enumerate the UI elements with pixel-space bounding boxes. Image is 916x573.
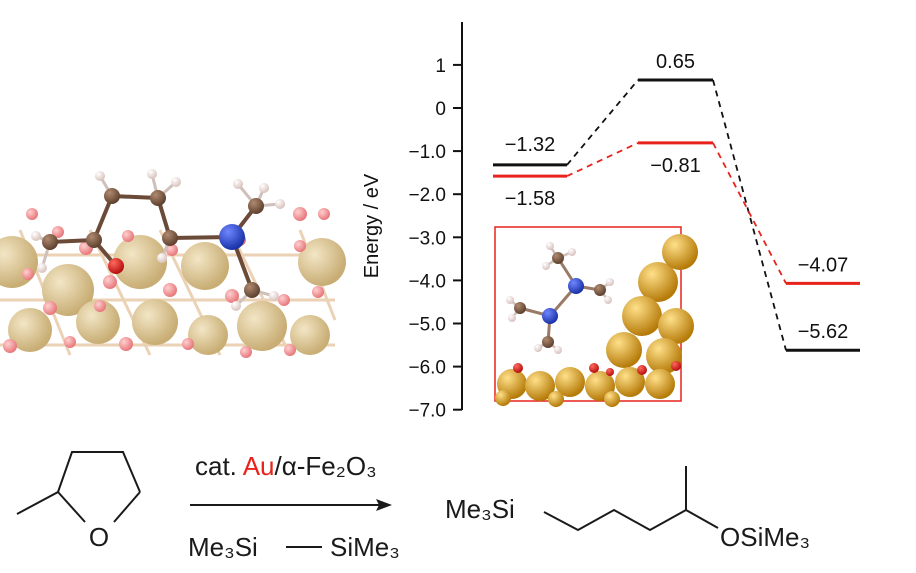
product-left: Me₃Si (445, 494, 515, 524)
product-chain (543, 508, 687, 532)
energy-level-labels: −1.32 0.65 −5.62 −1.58 −0.81 −4.07 (505, 51, 849, 343)
catalyst-metal: Au (243, 451, 275, 481)
y-tick-label: 1 (435, 56, 446, 77)
arrow-head-icon (376, 499, 392, 511)
y-tick-label: −2.0 (408, 185, 446, 206)
y-tick-label: −6.0 (408, 358, 446, 379)
y-tick-label: 0 (435, 99, 446, 120)
energy-level-label: 0.65 (656, 51, 695, 73)
connector-line (712, 142, 787, 284)
y-tick-label: −1.0 (408, 142, 446, 163)
y-tick-label: −7.0 (408, 401, 446, 422)
connector-line (712, 79, 787, 351)
energy-level-label: −4.07 (798, 254, 849, 276)
y-tick-label: −5.0 (408, 315, 446, 336)
reagent-left: Me₃Si (188, 532, 258, 562)
energy-level-label: −0.81 (650, 155, 701, 177)
product-right: OSiMe₃ (720, 522, 810, 552)
energy-diagram: 1 0 −1.0 −2.0 −3.0 −4.0 −5.0 −6.0 −7.0 Energy / … (361, 22, 860, 422)
inset-model-image (494, 226, 698, 407)
substrate-structure (16, 451, 141, 523)
energy-levels (493, 78, 860, 352)
energy-level-label: −5.62 (798, 321, 849, 343)
surface-model-image (0, 169, 346, 358)
connector-line (566, 142, 639, 177)
y-tick-label: −4.0 (408, 271, 446, 292)
catalyst-label: cat. Au/α-Fe₂O₃ (195, 451, 377, 481)
reagent-right: SiMe₃ (330, 532, 400, 562)
energy-level-label: −1.32 (505, 134, 556, 156)
reaction-scheme: O cat. Au/α-Fe₂O₃ Me₃Si SiMe₃ Me₃Si OSiM… (16, 451, 810, 562)
connector-lines (566, 79, 787, 351)
y-tick-label: −3.0 (408, 228, 446, 249)
y-axis-label: Energy / eV (361, 173, 383, 278)
connector-line (566, 79, 639, 166)
y-ticks: 1 0 −1.0 −2.0 −3.0 −4.0 −5.0 −6.0 −7.0 (408, 56, 462, 422)
substrate-oxygen: O (89, 522, 109, 552)
energy-level-label: −1.58 (505, 188, 556, 210)
